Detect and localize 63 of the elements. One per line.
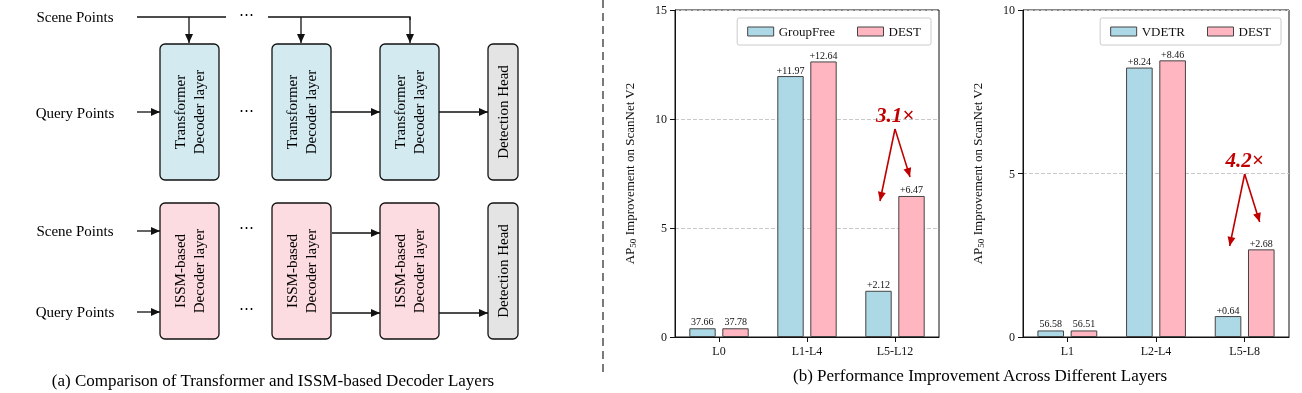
- annotation: 3.1×: [875, 102, 915, 128]
- annotation: 4.2×: [1225, 147, 1264, 173]
- annotation: 37.78: [724, 316, 747, 328]
- text: Transformer Decoder layer: [392, 69, 427, 155]
- text: Detection Head: [495, 64, 511, 159]
- text: (b) Performance Improvement Across Different Layers: [792, 366, 1168, 386]
- bar: [689, 328, 716, 337]
- data-label: +12.64: [809, 49, 838, 61]
- bar: [898, 195, 925, 337]
- annotation: 37.66: [691, 316, 714, 328]
- x-tick-label: L1-L4: [791, 344, 823, 358]
- y-tick-label: 10: [655, 112, 667, 126]
- text: ISSM-based Decoder layer: [284, 228, 319, 314]
- bar: [1214, 316, 1242, 337]
- data-label: +0.64: [1216, 304, 1240, 316]
- legend-label: VDETR: [1141, 24, 1186, 39]
- text: ⋯: [238, 102, 254, 118]
- text: Transformer Decoder layer: [284, 69, 319, 155]
- text: Scene Points: [36, 223, 114, 239]
- y-axis-title: AP50 Improvement on ScanNet V2: [622, 82, 638, 265]
- text: Detection Head: [495, 224, 511, 318]
- data-label: +11.97: [776, 64, 805, 76]
- bar: [810, 61, 837, 337]
- data-label: +6.47: [899, 184, 924, 196]
- bar: [1159, 60, 1186, 337]
- legend-label: DEST: [1238, 24, 1272, 39]
- text: ⋯: [238, 219, 254, 235]
- legend-label: GroupFree: [778, 24, 836, 39]
- data-label: +2.68: [1249, 237, 1273, 249]
- y-tick-label: 10: [1003, 3, 1015, 17]
- text: Query Points: [35, 105, 115, 121]
- bar: [1037, 330, 1065, 337]
- bar: [1126, 67, 1153, 337]
- text: ⋯: [238, 6, 254, 22]
- data-label: +8.46: [1161, 48, 1185, 60]
- bar: [777, 76, 804, 337]
- annotation: 56.51: [1072, 318, 1096, 330]
- data-label: +2.12: [866, 279, 891, 291]
- text: ISSM-based Decoder layer: [392, 228, 427, 314]
- y-tick-label: 15: [655, 3, 667, 17]
- text: (a) Comparison of Transformer and ISSM-based Decoder Layers: [51, 370, 495, 390]
- bar: [1070, 330, 1098, 337]
- x-tick-label: L5-L8: [1229, 344, 1260, 358]
- text: Query Points: [35, 304, 115, 320]
- y-tick-label: 0: [1009, 330, 1015, 344]
- data-label: +8.24: [1127, 56, 1151, 68]
- y-tick-label: 0: [661, 330, 667, 344]
- x-tick-label: L2-L4: [1140, 344, 1172, 358]
- x-tick-label: L1: [1060, 344, 1075, 358]
- x-tick-label: L0: [712, 344, 726, 358]
- text: ISSM-based Decoder layer: [172, 228, 207, 314]
- legend-label: DEST: [888, 24, 922, 39]
- bar: [722, 328, 749, 337]
- annotation: 56.58: [1039, 318, 1062, 330]
- bar: [865, 290, 892, 337]
- text: Transformer Decoder layer: [172, 69, 207, 155]
- bar: [1247, 249, 1275, 337]
- text: ⋯: [238, 300, 254, 316]
- y-axis-title: AP50 Improvement on ScanNet V2: [970, 82, 986, 265]
- y-tick-label: 5: [1009, 166, 1015, 181]
- x-tick-label: L5-L12: [876, 344, 914, 358]
- text: Scene Points: [36, 9, 114, 25]
- y-tick-label: 5: [661, 221, 667, 235]
